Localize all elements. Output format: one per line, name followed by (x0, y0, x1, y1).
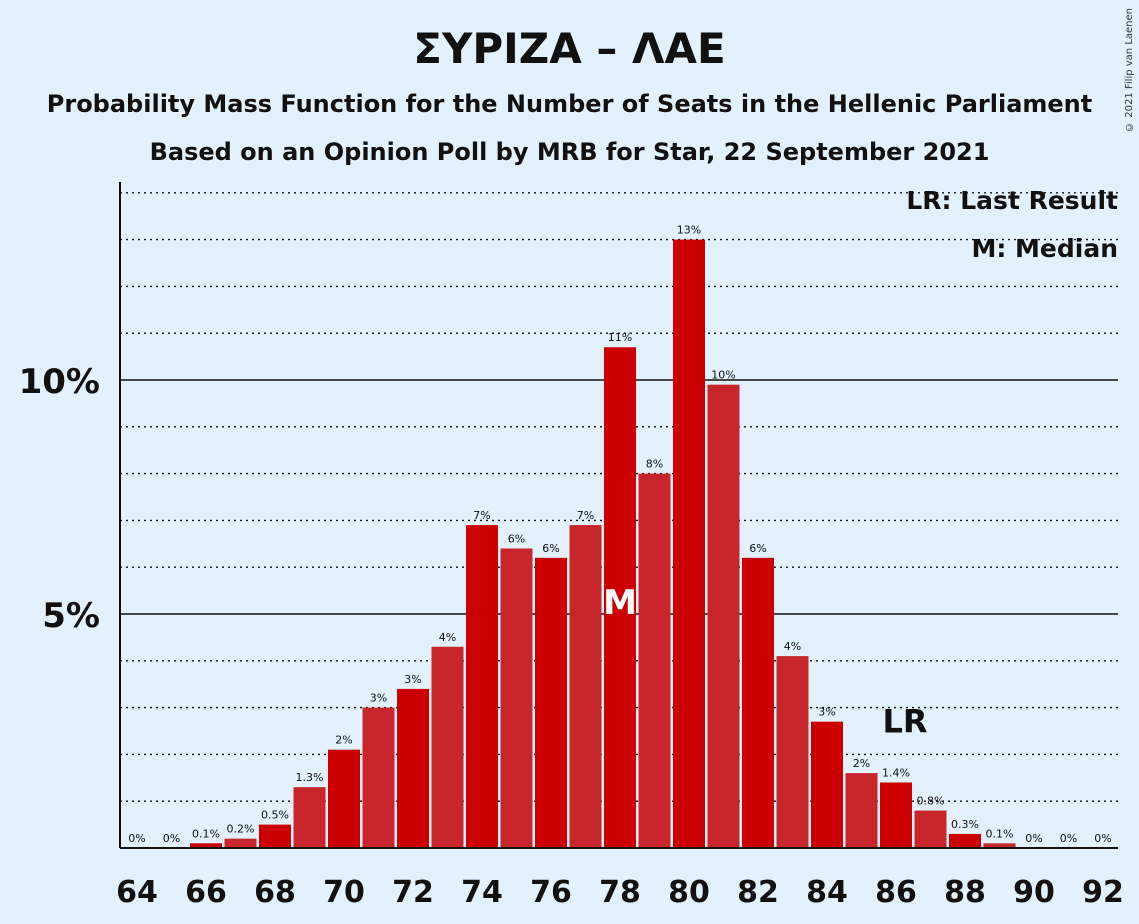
y-tick-label: 5% (42, 596, 100, 636)
bar-label-seat-66: 0.1% (192, 827, 220, 840)
bar-seat-77 (569, 525, 602, 848)
legend-last-result: LR: Last Result (906, 186, 1118, 215)
chart-subtitle-1: Probability Mass Function for the Number… (46, 90, 1093, 118)
bar-label-seat-65: 0% (163, 832, 180, 845)
bar-seat-76 (535, 557, 567, 848)
bar-label-seat-91: 0% (1060, 832, 1077, 845)
bar-seat-67 (224, 838, 257, 848)
bar-seat-86 (880, 782, 912, 848)
bar-label-seat-73: 4% (439, 631, 456, 644)
y-tick-label: 10% (19, 362, 100, 402)
x-tick-label: 74 (461, 875, 503, 910)
bar-value-labels: 0% 0% 0.1% 0.2% 0.5% 1.3% 2% 3% 3% 4% 7% 6% 6% 7% 11% 8… (128, 224, 1111, 845)
x-tick-label: 78 (599, 875, 641, 910)
bar-seat-68 (259, 824, 291, 848)
bar-label-seat-76: 6% (542, 542, 559, 555)
bar-label-seat-90: 0% (1025, 832, 1042, 845)
markers: M LR (603, 583, 927, 740)
x-tick-label: 70 (323, 875, 365, 910)
bar-seat-75 (500, 548, 533, 848)
x-tick-label: 88 (944, 875, 986, 910)
bar-seat-71 (362, 707, 395, 848)
bar-seat-74 (466, 525, 498, 848)
bar-label-seat-75: 6% (508, 532, 525, 545)
bar-seat-66 (190, 843, 222, 848)
bar-seat-79 (638, 473, 671, 848)
x-tick-label: 68 (254, 875, 296, 910)
bar-seat-72 (397, 688, 429, 848)
bar-label-seat-68: 0.5% (261, 809, 289, 822)
bar-label-seat-69: 1.3% (296, 771, 324, 784)
bar-label-seat-64: 0% (128, 832, 145, 845)
chart-title: ΣΥΡΙΖΑ – ΛΑΕ (413, 24, 726, 73)
x-tick-label: 80 (668, 875, 710, 910)
x-tick-label: 84 (806, 875, 848, 910)
x-tick-label: 86 (875, 875, 917, 910)
bar-label-seat-84: 3% (818, 706, 835, 719)
bar-label-seat-67: 0.2% (227, 823, 255, 836)
x-tick-label: 72 (392, 875, 434, 910)
bar-seat-85 (845, 773, 878, 848)
bar-seat-87 (914, 810, 947, 848)
bar-seat-70 (328, 749, 360, 848)
bar-label-seat-74: 7% (473, 509, 490, 522)
bar-seat-83 (776, 656, 809, 848)
bar-seat-88 (949, 833, 981, 848)
bar-label-seat-89: 0.1% (986, 827, 1014, 840)
legend-median: M: Median (971, 234, 1118, 263)
bar-label-seat-77: 7% (577, 509, 594, 522)
bar-seat-69 (293, 787, 326, 848)
bar-label-seat-70: 2% (335, 734, 352, 747)
y-tick-labels: 5% 10% (19, 362, 100, 636)
bar-label-seat-80: 13% (677, 224, 701, 237)
bar-seat-78 (604, 347, 636, 848)
x-tick-label: 64 (116, 875, 158, 910)
x-tick-label: 90 (1013, 875, 1055, 910)
bar-seat-80 (673, 239, 705, 849)
bar-label-seat-71: 3% (370, 692, 387, 705)
chart-subtitle-2: Based on an Opinion Poll by MRB for Star… (149, 138, 990, 166)
bar-label-seat-87: 0.8% (917, 795, 945, 808)
x-tick-label: 92 (1082, 875, 1124, 910)
bar-seat-73 (431, 646, 464, 848)
x-tick-labels: 64 66 68 70 72 74 76 78 80 82 84 86 88 90 92 (116, 875, 1124, 910)
bar-label-seat-81: 10% (711, 369, 735, 382)
bar-label-seat-79: 8% (646, 458, 663, 471)
bar-seat-82 (742, 557, 774, 848)
bar-label-seat-88: 0.3% (951, 818, 979, 831)
x-tick-label: 82 (737, 875, 779, 910)
bar-seat-84 (811, 721, 843, 848)
bar-label-seat-78: 11% (608, 331, 632, 344)
bar-seat-89 (983, 843, 1016, 848)
median-marker: M (603, 583, 637, 623)
bar-label-seat-86: 1.4% (882, 766, 910, 779)
last-result-marker: LR (882, 702, 927, 740)
axes (119, 182, 1118, 849)
bar-label-seat-83: 4% (784, 640, 801, 653)
bar-seat-81 (707, 384, 740, 848)
bar-label-seat-92: 0% (1094, 832, 1111, 845)
bar-label-seat-72: 3% (404, 673, 421, 686)
x-tick-label: 66 (185, 875, 227, 910)
bar-label-seat-85: 2% (853, 757, 870, 770)
bars (190, 239, 1016, 849)
bar-label-seat-82: 6% (749, 542, 766, 555)
x-tick-label: 76 (530, 875, 572, 910)
